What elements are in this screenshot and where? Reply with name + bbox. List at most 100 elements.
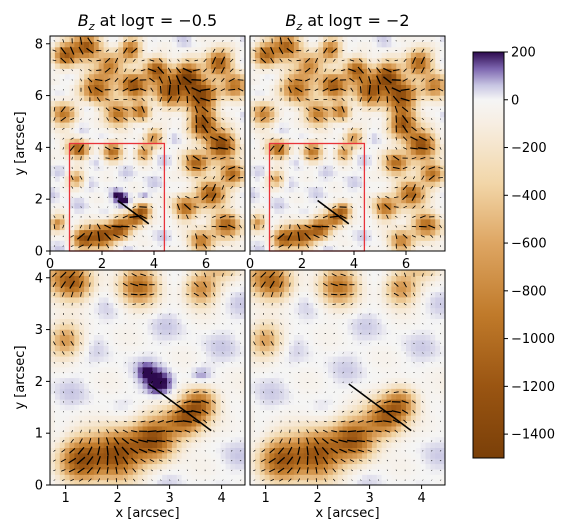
field-vector (369, 49, 371, 52)
heatmap-cell (69, 73, 75, 80)
heatmap-cell (108, 245, 114, 251)
heatmap-cell (347, 127, 353, 134)
heatmap-cell (250, 73, 256, 80)
heatmap-cell (371, 138, 378, 145)
heatmap-cell (259, 95, 266, 102)
heatmap-cell (328, 122, 334, 128)
heatmap-cell (84, 468, 90, 475)
heatmap-cell (410, 73, 417, 80)
heatmap-cell (362, 68, 368, 75)
heatmap-cell (196, 138, 202, 145)
heatmap-cell (274, 105, 280, 112)
heatmap-cell (435, 62, 441, 69)
heatmap-cell (425, 197, 431, 204)
heatmap-cell (410, 245, 417, 251)
heatmap-cell (64, 89, 71, 96)
heatmap-cell (313, 36, 319, 42)
heatmap-cell (298, 218, 305, 225)
heatmap-cell (313, 127, 319, 134)
heatmap-cell (181, 186, 188, 193)
field-vector (368, 138, 371, 140)
heatmap-cell (235, 202, 241, 209)
field-vector (195, 136, 197, 141)
heatmap-cell (435, 165, 441, 171)
field-vector (262, 98, 264, 101)
heatmap-cell (284, 148, 290, 155)
heatmap-cell (298, 122, 305, 128)
heatmap-cell (386, 127, 392, 134)
heatmap-cell (74, 420, 80, 427)
heatmap-cell (64, 388, 71, 395)
heatmap-cell (264, 148, 271, 155)
heatmap-cell (391, 234, 397, 241)
heatmap-cell (108, 409, 114, 416)
heatmap-cell (386, 175, 392, 182)
heatmap-cell (406, 105, 412, 112)
heatmap-cell (118, 122, 124, 128)
field-vector (430, 118, 433, 120)
heatmap-cell (147, 122, 153, 128)
heatmap-cell (201, 154, 207, 161)
field-vector (304, 67, 311, 73)
heatmap-cell (162, 127, 168, 134)
heatmap-cell (191, 191, 197, 198)
field-vector (287, 232, 293, 241)
heatmap-cell (308, 159, 314, 166)
heatmap-cell (225, 111, 231, 118)
field-vector (393, 206, 399, 208)
heatmap-cell (54, 89, 61, 96)
heatmap-cell (84, 197, 90, 204)
heatmap-cell (186, 224, 192, 231)
heatmap-cell (391, 100, 397, 107)
heatmap-cell (54, 425, 61, 432)
heatmap-cell (240, 132, 245, 139)
title-symbol: B (78, 11, 89, 30)
heatmap-cell (293, 122, 300, 128)
heatmap-cell (415, 36, 422, 42)
heatmap-cell (50, 382, 56, 389)
heatmap-cell (93, 404, 100, 411)
field-vector (314, 57, 319, 63)
field-vector (341, 69, 346, 72)
heatmap-cell (206, 148, 212, 155)
heatmap-cell (118, 197, 124, 204)
heatmap-cell (401, 197, 407, 204)
heatmap-cell (406, 62, 412, 69)
heatmap-cell (118, 345, 124, 352)
field-vector (177, 147, 180, 150)
heatmap-cell (284, 208, 290, 214)
heatmap-cell (284, 84, 290, 91)
heatmap-cell (396, 68, 402, 75)
heatmap-cell (435, 229, 441, 236)
heatmap-cell (123, 425, 129, 432)
heatmap-cell (410, 229, 417, 236)
heatmap-cell (347, 132, 353, 139)
heatmap-cell (103, 474, 110, 481)
heatmap-cell (401, 229, 407, 236)
heatmap-cell (430, 100, 436, 107)
heatmap-cell (50, 245, 56, 251)
heatmap-cell (167, 159, 173, 166)
heatmap-top-left (50, 36, 245, 251)
heatmap-cell (69, 415, 75, 422)
heatmap-cell (225, 148, 231, 155)
heatmap-cell (293, 41, 300, 48)
heatmap-cell (113, 36, 119, 42)
heatmap-cell (93, 229, 100, 236)
heatmap-cell (415, 116, 422, 123)
heatmap-cell (298, 132, 305, 139)
heatmap-cell (279, 57, 285, 64)
heatmap-cell (171, 79, 178, 85)
heatmap-cell (59, 286, 66, 293)
heatmap-cell (142, 159, 149, 166)
heatmap-cell (415, 175, 422, 182)
heatmap-cell (323, 57, 329, 64)
field-vector (315, 127, 318, 130)
field-vector (212, 48, 216, 53)
heatmap-cell (59, 218, 66, 225)
heatmap-cell (93, 170, 100, 177)
heatmap-cell (74, 36, 80, 42)
heatmap-cell (54, 148, 61, 155)
heatmap-cell (123, 377, 129, 384)
heatmap-cell (391, 105, 397, 112)
